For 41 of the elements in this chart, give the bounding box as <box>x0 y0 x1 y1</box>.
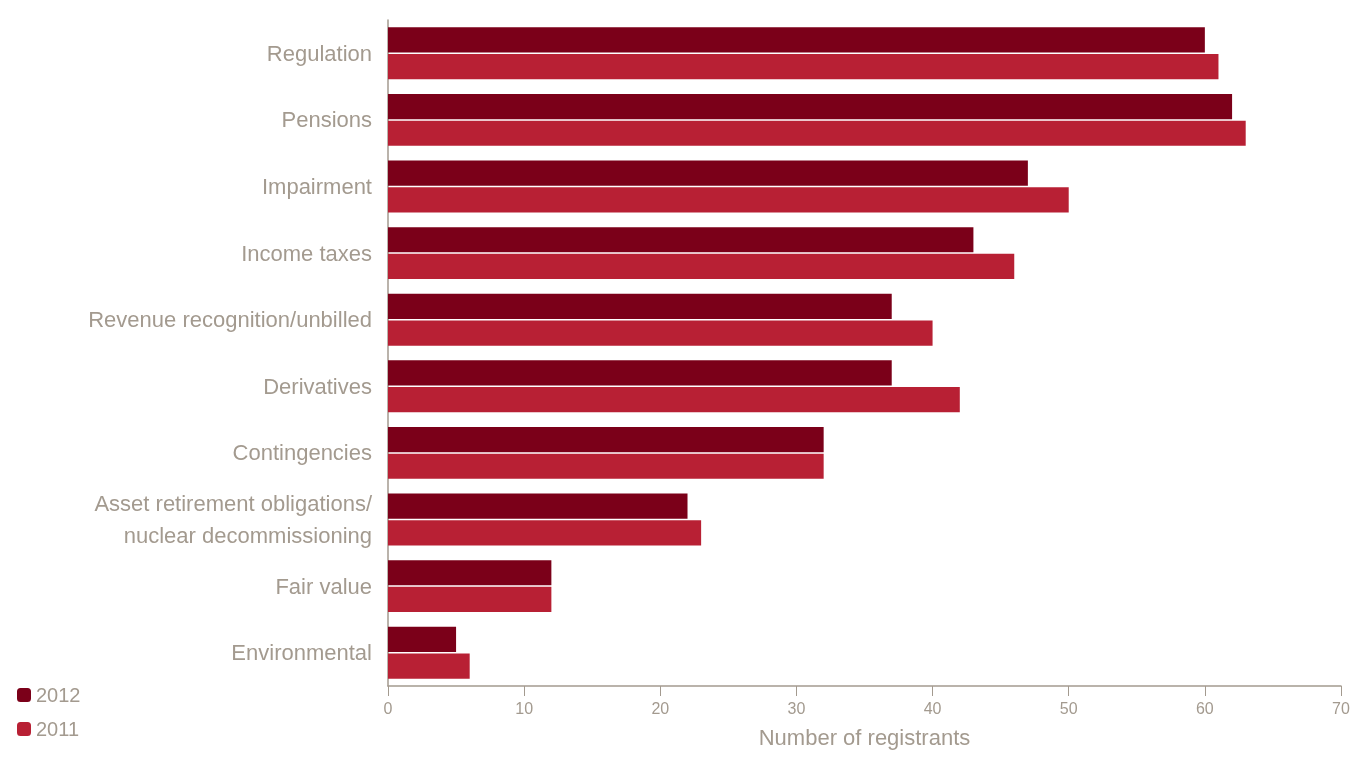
bar <box>388 160 1028 186</box>
bar <box>388 120 1246 146</box>
bar <box>388 360 892 386</box>
bar <box>388 453 824 479</box>
y-tick-label: Fair value <box>275 573 372 599</box>
bar <box>388 586 552 613</box>
y-tick-label: Derivatives <box>263 373 372 399</box>
y-tick-label: Asset retirement obligations/ nuclear decommissioning <box>94 491 373 548</box>
y-tick-label: Income taxes <box>241 240 372 266</box>
x-axis-title: Number of registrants <box>758 724 971 750</box>
bar <box>388 560 552 586</box>
x-tick-label: 0 <box>383 699 393 717</box>
bar <box>388 227 974 253</box>
bar <box>388 387 960 413</box>
y-tick-label: Revenue recognition/unbilled <box>88 307 372 333</box>
x-tick-label: 70 <box>1332 699 1350 717</box>
bar <box>388 27 1205 53</box>
bar <box>388 320 933 346</box>
bar <box>388 653 470 679</box>
x-tick-label: 20 <box>651 699 670 717</box>
legend-label: 2012 <box>36 684 81 706</box>
x-tick-label: 50 <box>1059 699 1078 717</box>
y-tick-label: Pensions <box>281 107 372 133</box>
x-tick-label: 10 <box>515 699 534 717</box>
bar <box>388 54 1219 80</box>
bar <box>388 93 1233 120</box>
x-tick-label: 60 <box>1195 699 1214 717</box>
bar <box>388 253 1015 280</box>
y-tick-label: Impairment <box>261 174 372 199</box>
legend-label: 2011 <box>36 718 80 740</box>
bar <box>388 426 824 453</box>
bar <box>388 187 1069 213</box>
bar <box>388 493 688 519</box>
bar <box>388 626 457 652</box>
x-tick-label: 30 <box>787 699 806 717</box>
bar <box>388 520 702 546</box>
bar <box>388 293 892 319</box>
y-tick-label: Contingencies <box>232 440 372 466</box>
y-tick-label: Regulation <box>266 40 372 66</box>
y-tick-label: Environmental <box>231 640 372 666</box>
x-tick-label: 40 <box>923 699 942 717</box>
